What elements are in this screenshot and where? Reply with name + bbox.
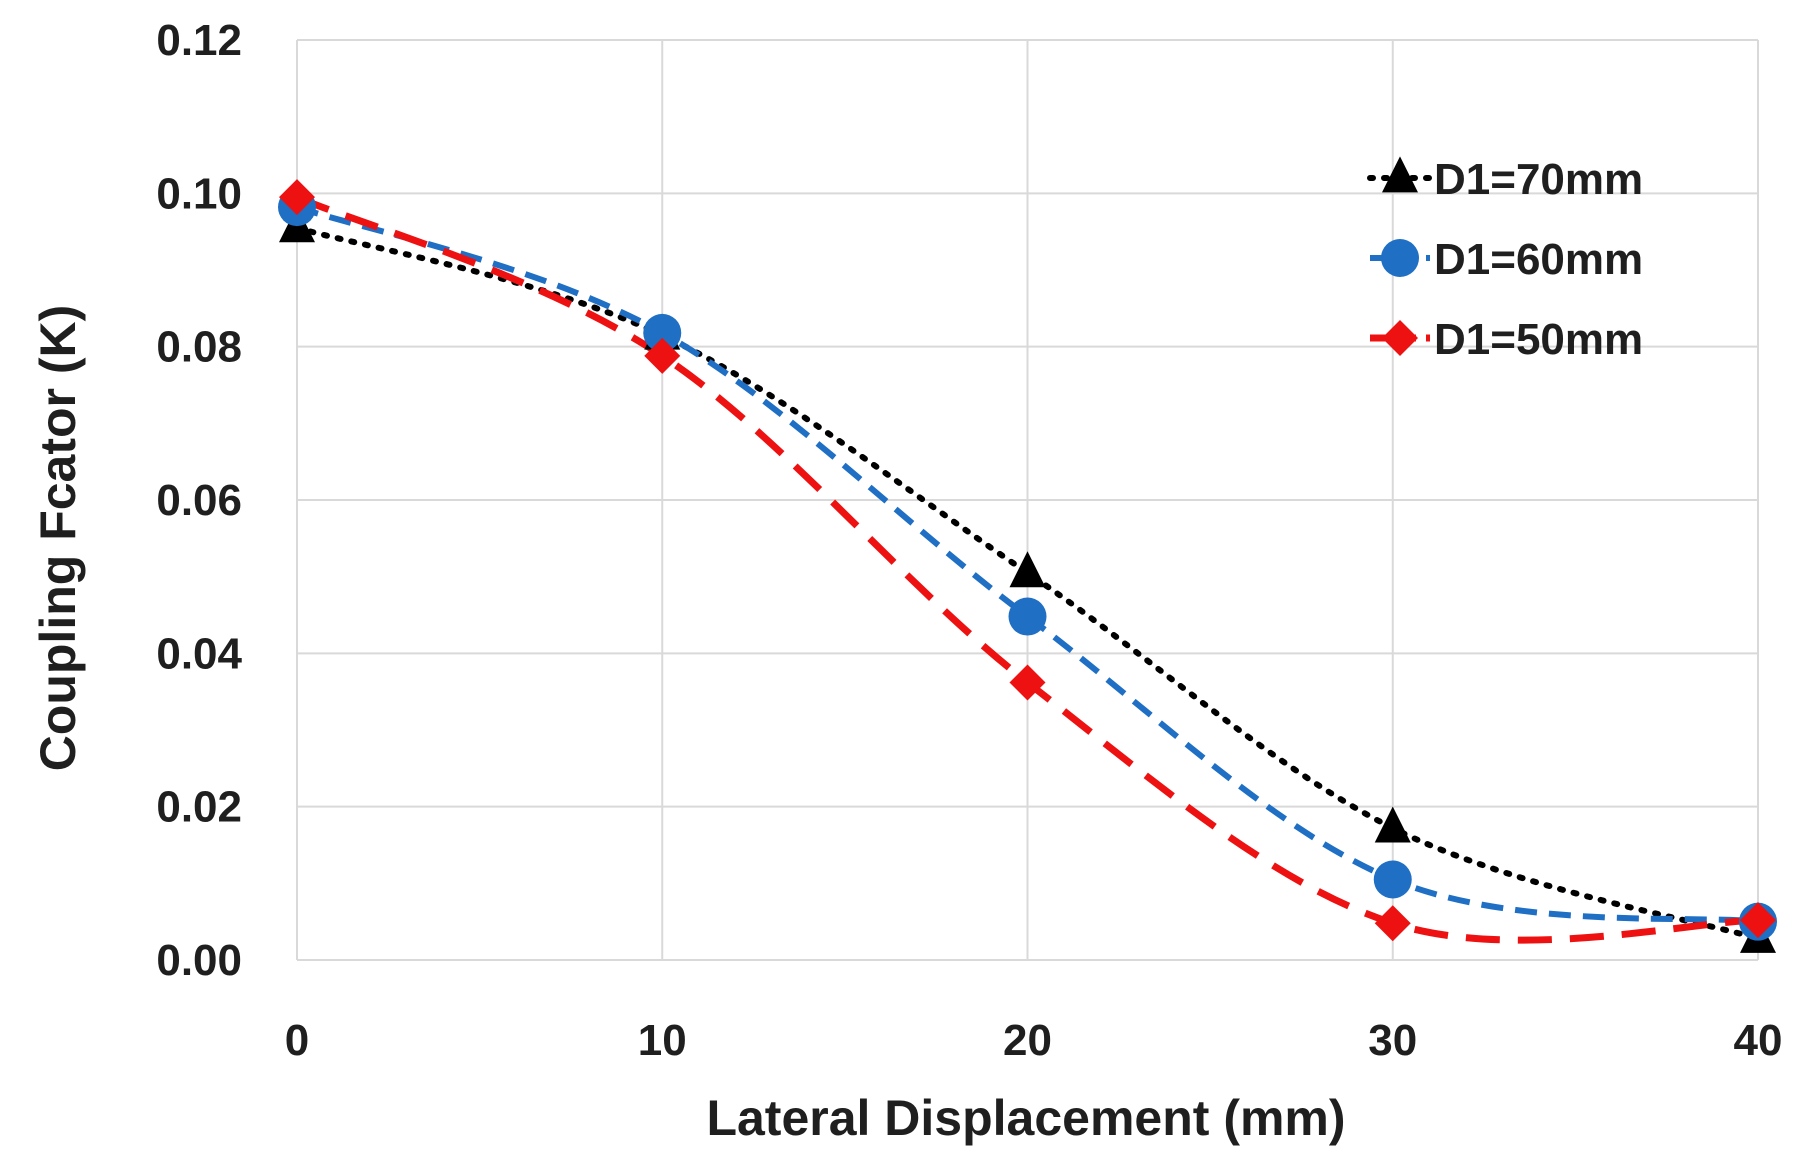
x-tick-label: 30	[1368, 1016, 1417, 1065]
y-tick-label: 0.06	[156, 476, 242, 525]
y-tick-label: 0.10	[156, 169, 242, 218]
legend: D1=70mm D1=60mm D1=50mm	[1367, 155, 1643, 364]
data-point-D1=60mm-30	[1373, 860, 1412, 899]
legend-item: D1=50mm	[1370, 315, 1643, 364]
data-point-D1=60mm-20	[1008, 597, 1047, 636]
legend-item: D1=70mm	[1367, 155, 1643, 204]
grid-lines	[296, 39, 1759, 961]
data-point-D1=50mm-0	[279, 179, 315, 216]
y-tick-label: 0.02	[156, 783, 242, 832]
data-point-D1=50mm-20	[1009, 664, 1046, 701]
x-tick-label: 20	[1003, 1016, 1052, 1065]
y-tick-label: 0.04	[156, 629, 242, 678]
data-point-D1=50mm-10	[644, 337, 681, 374]
y-axis-tick-labels: 0.00 0.02 0.04 0.06 0.08 0.10 0.12	[156, 16, 242, 985]
x-tick-label: 0	[285, 1016, 309, 1065]
data-point-D1=60mm-10	[643, 313, 682, 352]
legend-item: D1=60mm	[1370, 235, 1643, 284]
legend-marker	[1382, 156, 1418, 193]
legend-marker	[1381, 239, 1419, 277]
x-axis-title: Lateral Displacement (mm)	[706, 1090, 1345, 1146]
y-axis-title: Coupling Fcator (K)	[30, 305, 86, 772]
data-point-D1=70mm-20	[1009, 551, 1046, 588]
x-tick-label: 40	[1734, 1016, 1783, 1065]
y-tick-label: 0.08	[156, 323, 242, 372]
y-tick-label: 0.12	[156, 16, 242, 65]
legend-label: D1=70mm	[1434, 155, 1643, 204]
x-tick-label: 10	[638, 1016, 687, 1065]
data-point-D1=50mm-30	[1374, 905, 1411, 942]
legend-label: D1=60mm	[1434, 235, 1643, 284]
legend-marker	[1382, 320, 1418, 356]
data-point-D1=70mm-30	[1374, 806, 1411, 843]
series-markers	[278, 179, 1777, 953]
data-point-D1=50mm-40	[1740, 902, 1776, 939]
x-axis-tick-labels: 0 10 20 30 40	[285, 1016, 1783, 1065]
legend-label: D1=50mm	[1434, 315, 1643, 364]
y-tick-label: 0.00	[156, 936, 242, 985]
